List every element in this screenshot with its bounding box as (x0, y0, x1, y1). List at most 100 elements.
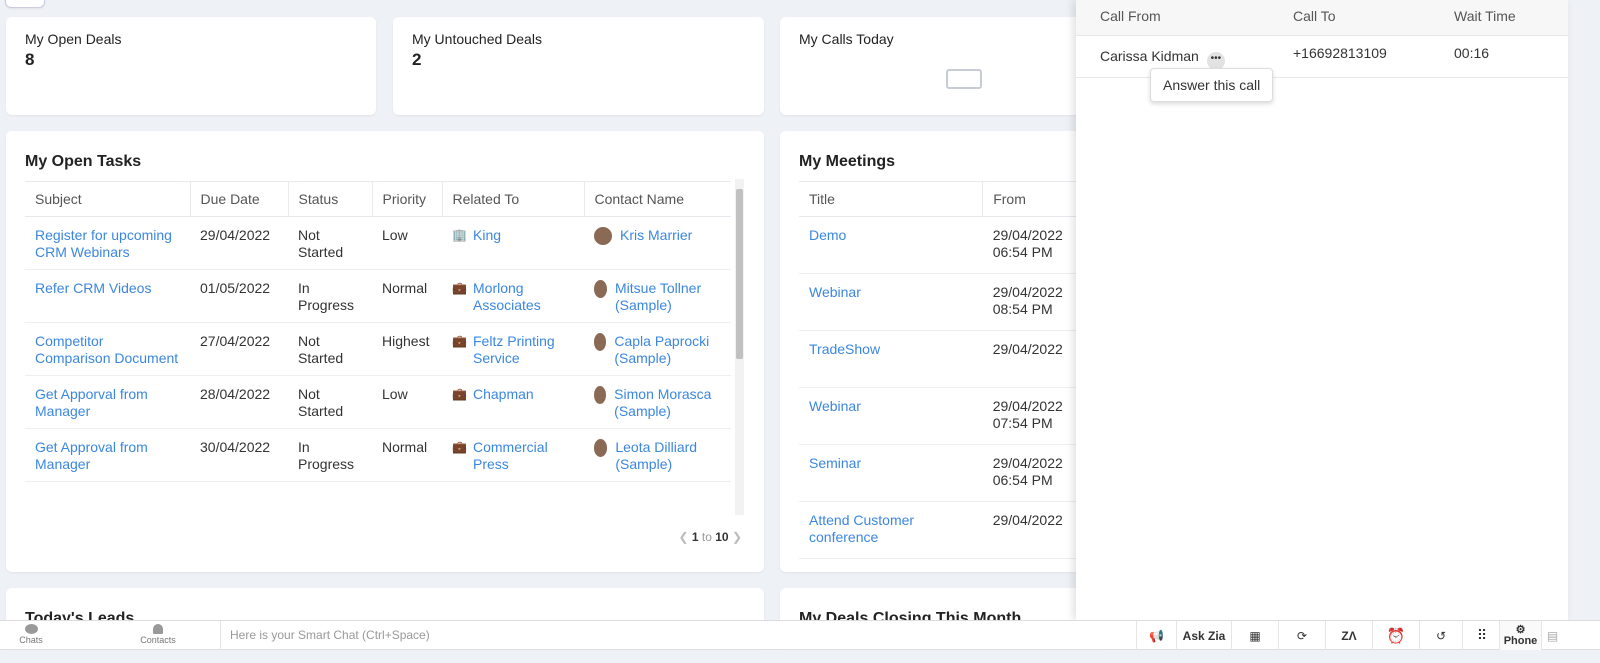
priority: Highest (372, 322, 442, 376)
col-contact-name[interactable]: Contact Name (584, 181, 731, 217)
stat-calls-today[interactable]: My Calls Today (780, 17, 1110, 115)
col-priority[interactable]: Priority (372, 181, 443, 217)
zia-icon[interactable]: ZΛ (1325, 621, 1372, 650)
due-date: 27/04/2022 (190, 322, 288, 376)
table-row: Webinar 29/04/2022 07:54 PM (799, 387, 1099, 445)
table-row: Register for upcoming CRM Webinars 29/04… (25, 216, 731, 270)
analytics-icon[interactable]: ▦ (1231, 621, 1278, 650)
contact-link[interactable]: Simon Morasca (Sample) (614, 386, 712, 419)
ask-zia-button[interactable]: Ask Zia (1176, 621, 1231, 650)
col-call-to: Call To (1293, 8, 1336, 24)
tasks-table: Subject Due Date Status Priority Related… (25, 181, 731, 482)
table-row: TradeShow 29/04/2022 (799, 330, 1099, 388)
priority: Normal (372, 428, 442, 482)
stat-open-deals[interactable]: My Open Deals 8 (6, 17, 376, 115)
pager-to: 10 (715, 530, 729, 544)
related-to-link[interactable]: Commercial Press (473, 439, 548, 472)
card-title: My Open Tasks (25, 153, 142, 170)
meeting-title-link[interactable]: Attend Customer conference (809, 512, 915, 545)
task-subject-link[interactable]: Refer CRM Videos (35, 280, 152, 296)
contact-link[interactable]: Kris Marrier (620, 227, 693, 243)
deal-icon: 💼 (452, 281, 467, 295)
chats-button[interactable]: Chats (16, 624, 46, 645)
empty-inbox-icon (946, 69, 982, 89)
task-subject-link[interactable]: Get Approval from Manager (35, 439, 148, 472)
contact-link[interactable]: Capla Paprocki (Sample) (614, 333, 710, 366)
answer-call-tooltip[interactable]: Answer this call (1150, 68, 1274, 102)
call-to: +16692813109 (1293, 45, 1387, 61)
due-date: 29/04/2022 (190, 216, 288, 270)
call-row[interactable]: Carissa Kidman ••• +16692813109 00:16 (1076, 36, 1568, 78)
meeting-title-link[interactable]: Webinar (809, 398, 861, 414)
related-to-link[interactable]: King (473, 227, 502, 243)
alarm-clock-icon[interactable]: ⏰ (1372, 621, 1419, 650)
stat-title: My Open Deals (25, 31, 122, 47)
stat-title: My Calls Today (799, 31, 894, 47)
related-to-link[interactable]: Feltz Printing Service (473, 333, 555, 366)
task-subject-link[interactable]: Competitor Comparison Document (35, 333, 179, 366)
related-to-link[interactable]: Morlong Associates (473, 280, 541, 313)
col-wait-time: Wait Time (1454, 8, 1516, 24)
avatar (594, 386, 607, 404)
tasks-scrollbar[interactable] (735, 179, 744, 515)
meeting-title-link[interactable]: Seminar (809, 455, 862, 471)
chat-icon (24, 624, 38, 634)
avatar (594, 333, 607, 351)
avatar (594, 439, 608, 457)
smart-chat-input[interactable]: Here is your Smart Chat (Ctrl+Space) (220, 621, 1136, 650)
stat-untouched-deals[interactable]: My Untouched Deals 2 (393, 17, 764, 115)
prev-page-icon[interactable]: ❮ (678, 530, 689, 544)
stat-value: 2 (412, 50, 422, 69)
calls-header: Call From Call To Wait Time (1076, 0, 1568, 36)
bottom-bar: Chats Contacts Here is your Smart Chat (… (0, 620, 1600, 650)
contacts-button[interactable]: Contacts (140, 624, 176, 645)
notes-icon[interactable]: ⟳ (1278, 621, 1325, 650)
chats-label: Chats (19, 635, 43, 645)
col-subject[interactable]: Subject (25, 181, 191, 217)
status: In Progress (288, 428, 372, 482)
status: Not Started (288, 322, 372, 376)
priority: Low (372, 375, 442, 429)
notes-stack-icon[interactable]: ▤ (1541, 621, 1563, 650)
task-subject-link[interactable]: Get Apporval from Manager (35, 386, 148, 419)
next-page-icon[interactable]: ❯ (731, 530, 742, 544)
col-call-from: Call From (1100, 8, 1161, 24)
more-options-icon[interactable]: ••• (1206, 52, 1225, 70)
due-date: 01/05/2022 (190, 269, 288, 323)
table-row: Refer CRM Videos 01/05/2022 In Progress … (25, 269, 731, 323)
deal-icon: 💼 (452, 387, 467, 401)
due-date: 28/04/2022 (190, 375, 288, 429)
incoming-calls-panel: Call From Call To Wait Time Carissa Kidm… (1076, 0, 1568, 620)
priority: Normal (372, 269, 442, 323)
contact-link[interactable]: Mitsue Tollner (Sample) (615, 280, 702, 313)
gear-icon: ⚙ (1515, 623, 1526, 636)
top-left-partial-button[interactable] (5, 0, 45, 8)
open-tasks-card: My Open Tasks Subject Due Date Status Pr… (6, 131, 764, 572)
pager-from: 1 (691, 530, 699, 544)
card-title: My Meetings (799, 153, 896, 170)
status: Not Started (288, 216, 372, 270)
priority: Low (372, 216, 442, 270)
meetings-card: My Meetings Title From Demo 29/04/2022 06… (780, 131, 1110, 572)
table-row: Seminar 29/04/2022 06:54 PM (799, 444, 1099, 502)
deal-icon: 💼 (452, 440, 467, 454)
meeting-title-link[interactable]: TradeShow (809, 341, 881, 357)
announcement-icon[interactable]: 📢 (1136, 621, 1176, 650)
task-subject-link[interactable]: Register for upcoming CRM Webinars (35, 227, 172, 260)
contact-link[interactable]: Leota Dilliard (Sample) (615, 439, 698, 472)
meeting-title-link[interactable]: Webinar (809, 284, 861, 300)
contact-icon (153, 624, 163, 634)
dialpad-icon[interactable]: ⠿ (1476, 627, 1487, 643)
table-row: Get Approval from Manager 30/04/2022 In … (25, 428, 731, 482)
phone-label: Phone (1503, 634, 1538, 647)
col-due-date[interactable]: Due Date (190, 181, 289, 217)
table-row: Webinar 29/04/2022 08:54 PM (799, 273, 1099, 331)
related-to-link[interactable]: Chapman (473, 386, 534, 402)
status: In Progress (288, 269, 372, 323)
col-title[interactable]: Title (799, 181, 984, 217)
phone-button[interactable]: ⚙ Phone (1499, 621, 1541, 650)
meeting-title-link[interactable]: Demo (809, 227, 847, 243)
history-icon[interactable]: ↺ (1419, 621, 1463, 650)
col-status[interactable]: Status (288, 181, 373, 217)
col-related-to[interactable]: Related To (442, 181, 585, 217)
